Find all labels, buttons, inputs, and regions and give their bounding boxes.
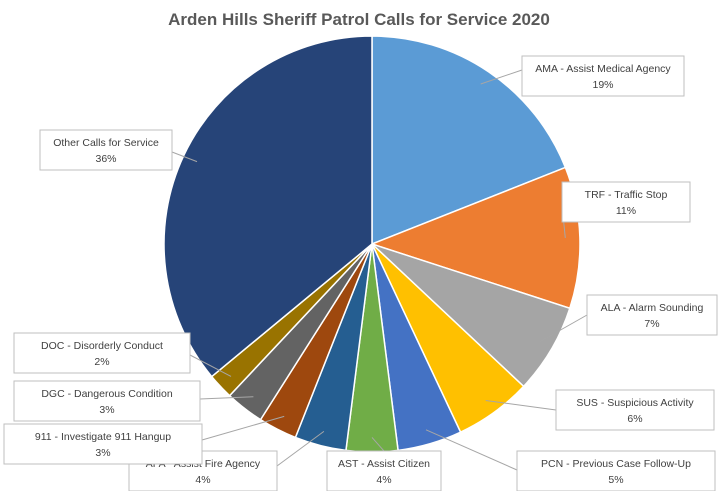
- data-label-doc: DOC - Disorderly Conduct 2%: [13, 332, 191, 374]
- leader-line-ast: [371, 437, 385, 452]
- pie-slice-other-calls-for-service: [163, 35, 373, 378]
- leader-line-ama: [480, 69, 523, 85]
- leader-line-sus: [485, 400, 557, 411]
- data-label-dgc: DGC - Dangerous Condition 3%: [13, 380, 201, 422]
- slice-percent-label: 19%: [592, 79, 613, 91]
- leader-line-other-calls-for-service: [171, 151, 198, 163]
- slice-percent-label: 3%: [95, 447, 110, 459]
- data-label-911: 911 - Investigate 911 Hangup 3%: [3, 423, 203, 465]
- pie-slice-trf: [369, 166, 581, 310]
- chart-title: Arden Hills Sheriff Patrol Calls for Ser…: [168, 10, 550, 29]
- data-label-box: [516, 450, 716, 491]
- slice-percent-label: 3%: [99, 404, 114, 416]
- data-label-box: [13, 380, 201, 422]
- slice-category-label: SUS - Suspicious Activity: [576, 397, 694, 409]
- slice-category-label: TRF - Traffic Stop: [585, 189, 668, 201]
- leader-line-ala: [538, 314, 588, 343]
- pie-slices: [163, 35, 581, 453]
- slice-percent-label: 5%: [608, 474, 623, 486]
- data-label-trf: TRF - Traffic Stop 11%: [561, 181, 691, 223]
- pie-slice-ama: [371, 35, 567, 246]
- data-label-box: [13, 332, 191, 374]
- slice-category-label: DGC - Dangerous Condition: [41, 388, 172, 400]
- slice-category-label: ALA - Alarm Sounding: [601, 302, 704, 314]
- slice-percent-label: 4%: [195, 474, 210, 486]
- slice-percent-label: 11%: [616, 205, 636, 217]
- leader-line-pcn: [425, 429, 518, 471]
- data-label-box: [586, 294, 718, 336]
- slice-category-label: 911 - Investigate 911 Hangup: [35, 431, 171, 443]
- leader-line-911: [201, 415, 285, 441]
- leader-line-afa: [276, 430, 325, 467]
- data-label-pcn: PCN - Previous Case Follow-Up 5%: [516, 450, 716, 491]
- slice-labels: AMA - Assist Medical Agency 19% TRF - Traf…: [3, 55, 718, 491]
- data-label-box: [561, 181, 691, 223]
- slice-percent-label: 6%: [627, 413, 642, 425]
- slice-category-label: AMA - Assist Medical Agency: [535, 63, 671, 75]
- data-label-other-calls-for-service: Other Calls for Service 36%: [39, 129, 173, 171]
- slice-category-label: AST - Assist Citizen: [338, 458, 430, 470]
- slice-category-label: PCN - Previous Case Follow-Up: [541, 458, 691, 470]
- slice-percent-label: 7%: [644, 318, 659, 330]
- data-label-sus: SUS - Suspicious Activity 6%: [555, 389, 715, 431]
- slice-category-label: DOC - Disorderly Conduct: [41, 340, 163, 352]
- slice-category-label: Other Calls for Service: [53, 137, 159, 149]
- leader-line-dgc: [199, 396, 254, 400]
- data-label-box: [39, 129, 173, 171]
- slice-percent-label: 4%: [376, 474, 391, 486]
- data-label-ast: AST - Assist Citizen 4%: [326, 450, 442, 491]
- data-label-box: [521, 55, 685, 97]
- data-label-box: [3, 423, 203, 465]
- data-label-box: [555, 389, 715, 431]
- slice-percent-label: 2%: [94, 356, 109, 368]
- slice-percent-label: 36%: [95, 153, 116, 165]
- leader-line-doc: [189, 354, 232, 377]
- data-label-ama: AMA - Assist Medical Agency 19%: [521, 55, 685, 97]
- data-label-ala: ALA - Alarm Sounding 7%: [586, 294, 718, 336]
- data-label-box: [326, 450, 442, 491]
